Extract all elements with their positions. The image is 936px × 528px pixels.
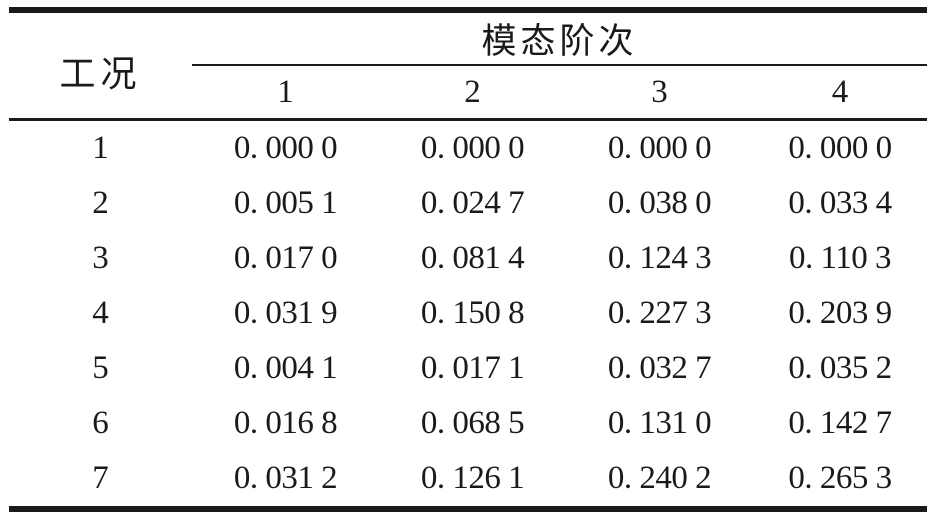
row-case: 5 [92, 350, 109, 386]
header-group-row: 工况 模态阶次 [9, 10, 928, 121]
cell: 0. 131 0 [607, 405, 712, 441]
cell: 0. 000 0 [607, 130, 712, 166]
table-row: 4 0. 031 9 0. 150 8 0. 227 3 0. 203 9 [9, 286, 927, 341]
modal-order-table: 工况 模态阶次 1 2 3 4 1 0. 000 0 0. 000 0 0. 0… [9, 7, 928, 512]
cell: 0. 024 7 [420, 185, 525, 221]
cell: 0. 000 0 [420, 130, 525, 166]
cell: 0. 124 3 [607, 240, 712, 276]
cell: 0. 000 0 [233, 130, 338, 166]
cell: 0. 033 4 [788, 185, 892, 221]
cell: 0. 240 2 [607, 460, 712, 496]
cell: 0. 038 0 [607, 185, 712, 221]
cell: 0. 017 0 [233, 240, 338, 276]
row-case: 7 [92, 460, 109, 496]
header-order-3: 3 [566, 65, 753, 121]
table-row: 6 0. 016 8 0. 068 5 0. 131 0 0. 142 7 [9, 396, 927, 451]
row-case: 1 [92, 130, 109, 166]
row-case: 3 [92, 240, 109, 276]
cell: 0. 032 7 [607, 350, 712, 386]
cell: 0. 004 1 [233, 350, 338, 386]
cell: 0. 017 1 [420, 350, 525, 386]
header-case: 工况 [9, 10, 192, 121]
cell: 0. 016 8 [233, 405, 338, 441]
cell: 0. 142 7 [788, 405, 892, 441]
cell: 0. 110 3 [788, 240, 892, 276]
table-row: 5 0. 004 1 0. 017 1 0. 032 7 0. 035 2 [9, 341, 927, 396]
cell: 0. 150 8 [420, 295, 525, 331]
cell: 0. 126 1 [420, 460, 525, 496]
cell: 0. 081 4 [420, 240, 525, 276]
header-order-1: 1 [192, 65, 379, 121]
header-modal-order: 模态阶次 [192, 10, 928, 66]
table-row: 1 0. 000 0 0. 000 0 0. 000 0 0. 000 0 [9, 120, 927, 177]
cell: 0. 035 2 [788, 350, 892, 386]
header-order-2: 2 [379, 65, 566, 121]
header-sub-row: 1 2 3 4 [9, 65, 928, 121]
row-case: 2 [92, 185, 109, 221]
row-case: 4 [92, 295, 109, 331]
table-row: 7 0. 031 2 0. 126 1 0. 240 2 0. 265 3 [9, 451, 927, 509]
cell: 0. 005 1 [233, 185, 338, 221]
cell: 0. 227 3 [607, 295, 712, 331]
cell: 0. 203 9 [788, 295, 892, 331]
row-case: 6 [92, 405, 109, 441]
table-row: 3 0. 017 0 0. 081 4 0. 124 3 0. 110 3 [9, 231, 927, 286]
table-row: 2 0. 005 1 0. 024 7 0. 038 0 0. 033 4 [9, 176, 927, 231]
cell: 0. 031 2 [233, 460, 338, 496]
cell: 0. 265 3 [788, 460, 892, 496]
cell: 0. 068 5 [420, 405, 525, 441]
cell: 0. 031 9 [233, 295, 338, 331]
header-order-4: 4 [753, 65, 928, 121]
cell: 0. 000 0 [788, 130, 892, 166]
